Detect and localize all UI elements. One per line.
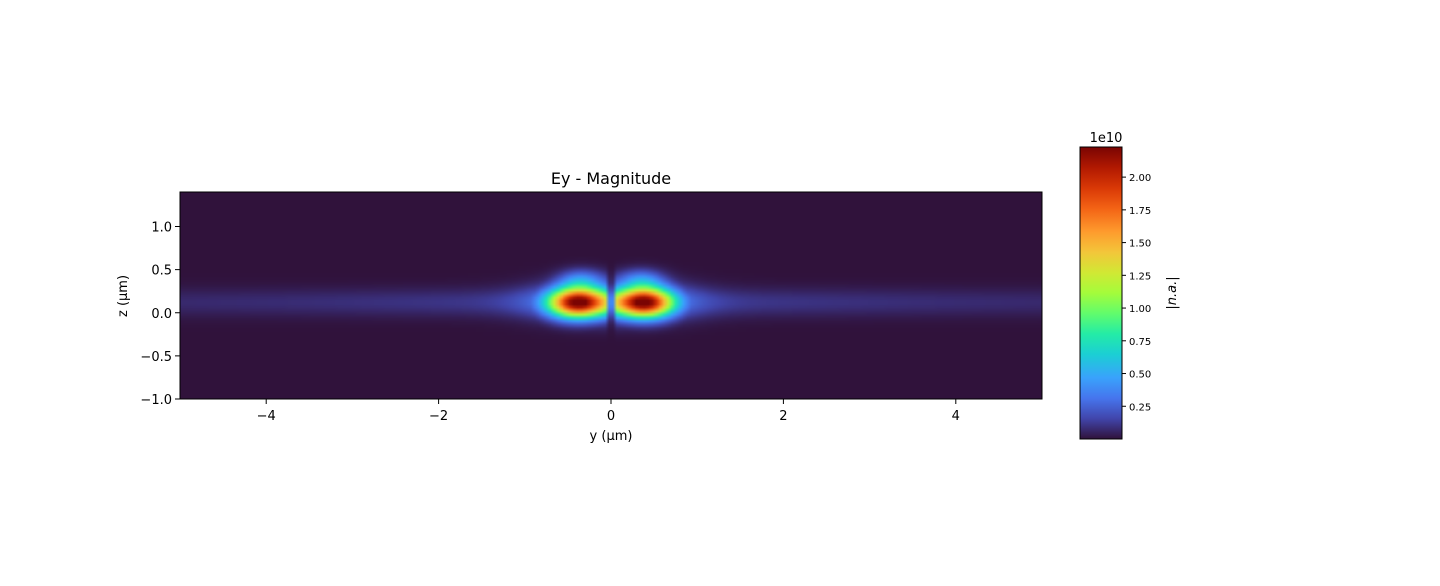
x-tick-label: 4: [952, 409, 960, 424]
colorbar-tick-label: 0.25: [1129, 402, 1151, 413]
colorbar-label: |n.a.|: [1165, 276, 1180, 309]
x-axis-label: y (µm): [590, 429, 633, 444]
colorbar-tick-label: 0.50: [1129, 370, 1151, 381]
colorbar-tick-label: 1.75: [1129, 206, 1151, 217]
colorbar: 0.25 0.50 0.75 1.00 1.25 1.50 1.75 2.00 1e10 |n…: [1079, 131, 1180, 440]
x-tick-label: −2: [429, 409, 448, 424]
x-tick-label: 2: [779, 409, 787, 424]
y-axis-ticks: −1.0 −0.5 0.0 0.5 1.0: [140, 221, 180, 408]
colorbar-tick-label: 2.00: [1129, 173, 1151, 184]
y-tick-label: 1.0: [151, 221, 172, 236]
y-tick-label: −0.5: [140, 350, 172, 365]
y-tick-label: 0.0: [151, 307, 172, 322]
plot-area: [180, 192, 1042, 399]
colorbar-tick-label: 1.00: [1129, 304, 1151, 315]
y-tick-label: 0.5: [151, 264, 172, 279]
colorbar-tick-label: 1.50: [1129, 239, 1151, 250]
colorbar-offset-text: 1e10: [1090, 131, 1123, 146]
x-tick-label: 0: [607, 409, 615, 424]
y-axis-label: z (µm): [116, 275, 131, 317]
heatmap-image: [180, 192, 1042, 399]
chart-title: Ey - Magnitude: [551, 169, 671, 188]
y-tick-label: −1.0: [140, 393, 172, 408]
x-tick-label: −4: [257, 409, 276, 424]
colorbar-tick-label: 0.75: [1129, 337, 1151, 348]
colorbar-gradient: [1079, 146, 1123, 440]
colorbar-tick-label: 1.25: [1129, 271, 1151, 282]
colorbar-ticks: 0.25 0.50 0.75 1.00 1.25 1.50 1.75 2.00: [1122, 173, 1151, 413]
x-axis-ticks: −4 −2 0 2 4: [257, 399, 960, 424]
